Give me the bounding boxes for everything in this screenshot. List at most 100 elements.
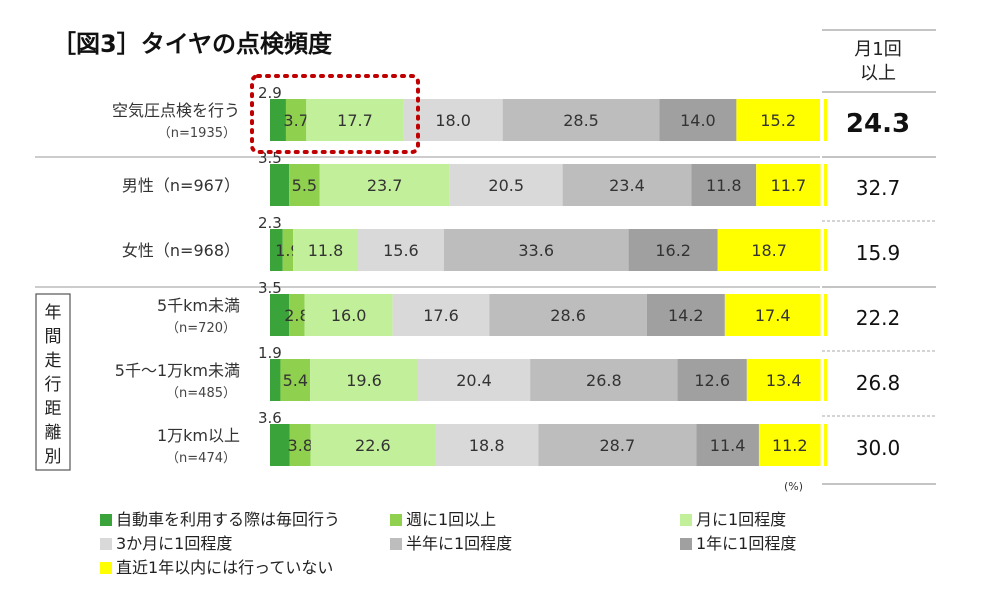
bar-s5-r1	[691, 164, 757, 206]
group-label-box	[35, 293, 71, 471]
unit-label: (%)	[784, 480, 804, 493]
bar-s1-r3	[289, 294, 305, 336]
bar-label-s4-r3: 28.6	[550, 306, 586, 325]
group-label-char-6: 別	[45, 447, 62, 467]
bar-label-s4-r0: 28.5	[563, 111, 599, 130]
bar-label-s1-r3: 2.8	[284, 306, 309, 325]
group-label-char-0: 年	[45, 303, 62, 323]
category-label-1: 男性（n=967）	[122, 176, 240, 195]
bar-s6-r4	[746, 359, 821, 401]
category-label-3: 5千km未満	[157, 296, 240, 315]
bar-label-s5-r1: 11.8	[706, 176, 742, 195]
group-label-char-5: 離	[45, 423, 62, 443]
legend-item-2: 月に1回程度	[680, 506, 786, 530]
bar-s2-r4	[310, 359, 418, 401]
bar-label-s0-r3: 3.5	[258, 279, 282, 297]
bar-s4-r0	[502, 99, 660, 141]
legend-label-2: 月に1回程度	[696, 510, 787, 529]
bar-label-s0-r2: 2.3	[258, 214, 282, 232]
bar-s5-r2	[628, 229, 718, 271]
bar-label-s6-r0: 15.2	[760, 111, 796, 130]
bar-label-s3-r4: 20.4	[456, 371, 492, 390]
legend-swatch-1	[390, 514, 402, 526]
bar-label-s0-r1: 3.5	[258, 149, 282, 167]
legend-item-0: 自動車を利用する際は毎回行う	[100, 506, 340, 530]
chart-title: ［図3］タイヤの点検頻度	[52, 30, 332, 58]
bar-label-s3-r0: 18.0	[435, 111, 471, 130]
legend-label-1: 週に1回以上	[406, 510, 497, 529]
legend-item-1: 週に1回以上	[390, 506, 496, 530]
bar-s3-r5	[435, 424, 539, 466]
bar-s0-r0	[270, 99, 286, 141]
legend-item-4: 半年に1回程度	[390, 530, 512, 554]
summary-accent-5	[824, 424, 827, 466]
bar-s3-r4	[417, 359, 531, 401]
bar-s5-r0	[659, 99, 737, 141]
bar-s0-r5	[270, 424, 290, 466]
summary-accent-2	[824, 229, 827, 271]
legend-swatch-3	[100, 538, 112, 550]
category-sublabel-3: （n=720）	[166, 321, 236, 336]
bar-label-s4-r5: 28.7	[600, 436, 636, 455]
group-label-char-2: 走	[45, 351, 62, 371]
bar-label-s1-r4: 5.4	[283, 371, 308, 390]
bar-s4-r1	[562, 164, 692, 206]
bar-label-s3-r2: 15.6	[383, 241, 419, 260]
summary-accent-0	[824, 99, 827, 141]
category-label-0: 空気圧点検を行う	[112, 101, 240, 120]
bar-label-s2-r3: 16.0	[331, 306, 367, 325]
bar-s3-r0	[403, 99, 503, 141]
bar-label-s6-r1: 11.7	[771, 176, 807, 195]
summary-value-2: 15.9	[856, 241, 901, 265]
bar-s5-r3	[646, 294, 725, 336]
group-label-char-4: 距	[45, 399, 62, 419]
bar-label-s0-r0: 2.9	[258, 84, 282, 102]
summary-accent-1	[824, 164, 827, 206]
bar-s5-r4	[677, 359, 747, 401]
bar-label-s4-r2: 33.6	[518, 241, 554, 260]
bar-s0-r4	[270, 359, 281, 401]
bar-label-s5-r2: 16.2	[655, 241, 691, 260]
bar-s1-r5	[289, 424, 311, 466]
summary-header-line-2: 以上	[860, 63, 896, 84]
bar-s3-r1	[449, 164, 563, 206]
summary-accent-3	[824, 294, 827, 336]
bar-s2-r1	[319, 164, 450, 206]
legend-label-3: 3か月に1回程度	[116, 534, 233, 553]
summary-value-5: 30.0	[856, 436, 901, 460]
bar-s6-r3	[724, 294, 821, 336]
bar-s2-r3	[304, 294, 393, 336]
legend-swatch-6	[100, 562, 112, 574]
bar-s6-r0	[736, 99, 820, 141]
bar-label-s2-r2: 11.8	[308, 241, 344, 260]
bar-label-s4-r4: 26.8	[586, 371, 622, 390]
bar-label-s3-r1: 20.5	[488, 176, 524, 195]
bar-s4-r3	[489, 294, 647, 336]
legend-label-4: 半年に1回程度	[406, 534, 513, 553]
bar-s1-r0	[285, 99, 307, 141]
summary-value-1: 32.7	[856, 176, 901, 200]
legend-item-6: 直近1年以内には行っていない	[100, 554, 333, 578]
bar-label-s3-r3: 17.6	[423, 306, 459, 325]
bar-label-s0-r5: 3.6	[258, 409, 282, 427]
group-label-char-3: 行	[45, 375, 62, 395]
summary-header-line-1: 月1回	[854, 39, 902, 60]
bar-s6-r2	[717, 229, 821, 271]
bar-label-s3-r5: 18.8	[469, 436, 505, 455]
bar-s3-r2	[358, 229, 444, 271]
bar-s4-r5	[538, 424, 697, 466]
bar-s2-r0	[306, 99, 404, 141]
legend-swatch-5	[680, 538, 692, 550]
legend-swatch-2	[680, 514, 692, 526]
legend-label-5: 1年に1回程度	[696, 534, 797, 553]
bar-s5-r5	[696, 424, 759, 466]
bar-s0-r2	[270, 229, 283, 271]
bar-label-s4-r1: 23.4	[609, 176, 645, 195]
legend-item-3: 3か月に1回程度	[100, 530, 232, 554]
category-sublabel-5: （n=474）	[166, 451, 236, 466]
bar-s4-r2	[443, 229, 629, 271]
bar-label-s2-r1: 23.7	[367, 176, 403, 195]
bar-label-s6-r4: 13.4	[766, 371, 802, 390]
bar-s0-r1	[270, 164, 290, 206]
bar-label-s6-r3: 17.4	[755, 306, 791, 325]
